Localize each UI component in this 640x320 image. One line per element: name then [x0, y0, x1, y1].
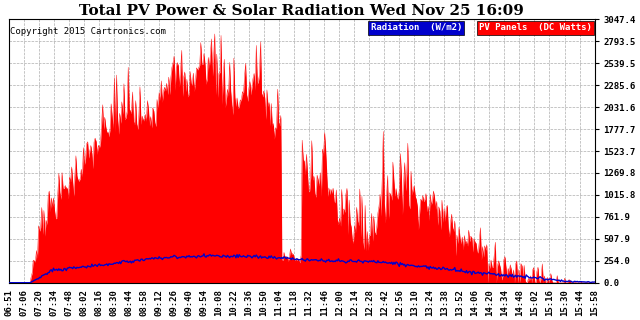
Text: Copyright 2015 Cartronics.com: Copyright 2015 Cartronics.com	[10, 27, 166, 36]
Title: Total PV Power & Solar Radiation Wed Nov 25 16:09: Total PV Power & Solar Radiation Wed Nov…	[79, 4, 524, 18]
Text: Radiation  (W/m2): Radiation (W/m2)	[371, 23, 462, 32]
Text: PV Panels  (DC Watts): PV Panels (DC Watts)	[479, 23, 592, 32]
